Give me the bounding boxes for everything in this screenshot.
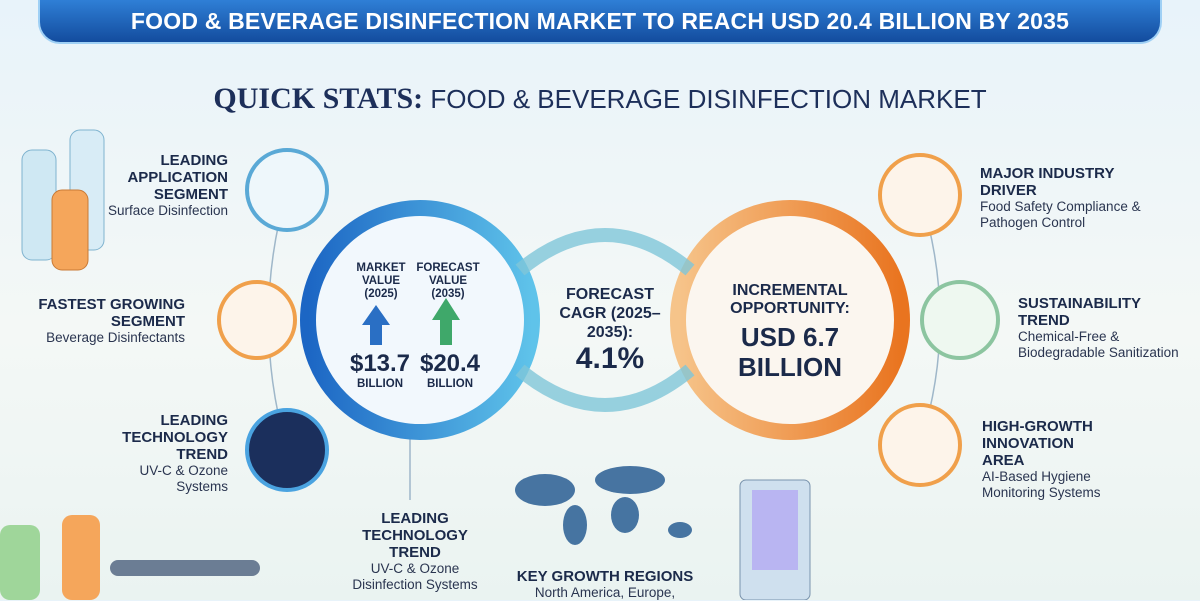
item-heading: FASTEST GROWING SEGMENT [38, 296, 185, 330]
opportunity: INCREMENTAL OPPORTUNITY: USD 6.7 BILLION [725, 282, 855, 382]
subtitle-lead: QUICK STATS: [213, 82, 424, 115]
value-unit: BILLION [357, 378, 403, 390]
item-text: Food Safety Compliance & Pathogen Contro… [980, 199, 1141, 230]
item-text: Beverage Disinfectants [46, 330, 185, 345]
market-value: MARKET VALUE (2025) [350, 262, 412, 301]
subtitle-text: FOOD & BEVERAGE DISINFECTION MARKET [430, 84, 987, 114]
left-item: LEADING APPLICATION SEGMENT Surface Disi… [58, 152, 228, 219]
item-heading: LEADING TECHNOLOGY TREND [122, 412, 228, 463]
right-item: MAJOR INDUSTRY DRIVER Food Safety Compli… [980, 165, 1160, 231]
item-heading: HIGH-GROWTH INNOVATION AREA [982, 418, 1093, 469]
bottles [0, 129, 105, 600]
right-ring [670, 200, 910, 440]
market-value: FORECAST VALUE (2035) [415, 262, 481, 301]
cagr-value: 4.1% [575, 342, 645, 375]
right-item: SUSTAINABILITY TREND Chemical-Free & Bio… [1018, 295, 1198, 361]
loop-link [515, 228, 695, 412]
value: $20.4 [419, 350, 481, 377]
bottom-item: LEADING TECHNOLOGY TREND UV-C & Ozone Di… [345, 510, 485, 593]
value: $13.7 [349, 350, 411, 377]
arrows [362, 298, 460, 345]
subtitle: QUICK STATS: FOOD & BEVERAGE DISINFECTIO… [0, 82, 1200, 116]
cagr: FORECAST CAGR (2025–2035): 4.1% [555, 285, 665, 376]
item-heading: MAJOR INDUSTRY DRIVER [980, 165, 1115, 199]
item-text: Surface Disinfection [107, 203, 228, 218]
regions: KEY GROWTH REGIONS North America, Europe… [490, 568, 720, 601]
opportunity-value: USD 6.7 BILLION [738, 322, 842, 382]
world-map [515, 466, 692, 545]
market-value-figure: $13.7 BILLION [340, 350, 420, 391]
opportunity-label: INCREMENTAL OPPORTUNITY: [730, 282, 850, 317]
item-text: Chemical-Free & Biodegradable Sanitizati… [1018, 329, 1179, 360]
value-label: MARKET VALUE (2025) [356, 262, 406, 300]
item-heading: LEADING TECHNOLOGY TREND [362, 510, 468, 561]
item-heading: LEADING APPLICATION SEGMENT [127, 152, 228, 203]
left-ring [300, 200, 540, 440]
conveyor [110, 560, 260, 576]
left-item: LEADING TECHNOLOGY TREND UV-C & Ozone Sy… [58, 412, 228, 495]
item-text: AI-Based Hygiene Monitoring Systems [982, 469, 1101, 500]
item-heading: SUSTAINABILITY TREND [1018, 295, 1141, 329]
value-unit: BILLION [427, 378, 473, 390]
cagr-label: FORECAST CAGR (2025–2035): [559, 286, 661, 341]
item-text: UV-C & Ozone Disinfection Systems [352, 561, 478, 592]
icon-circles [217, 148, 1000, 492]
item-text: UV-C & Ozone Systems [139, 463, 228, 494]
value-label: FORECAST VALUE (2035) [416, 262, 480, 300]
regions-text: North America, Europe, [534, 585, 676, 600]
header-title: FOOD & BEVERAGE DISINFECTION MARKET TO R… [38, 0, 1162, 44]
left-item: FASTEST GROWING SEGMENT Beverage Disinfe… [15, 296, 185, 346]
right-item: HIGH-GROWTH INNOVATION AREA AI-Based Hyg… [982, 418, 1112, 501]
uv-device [739, 479, 811, 600]
market-value-figure: $20.4 BILLION [410, 350, 490, 391]
regions-heading: KEY GROWTH REGIONS [516, 568, 694, 585]
